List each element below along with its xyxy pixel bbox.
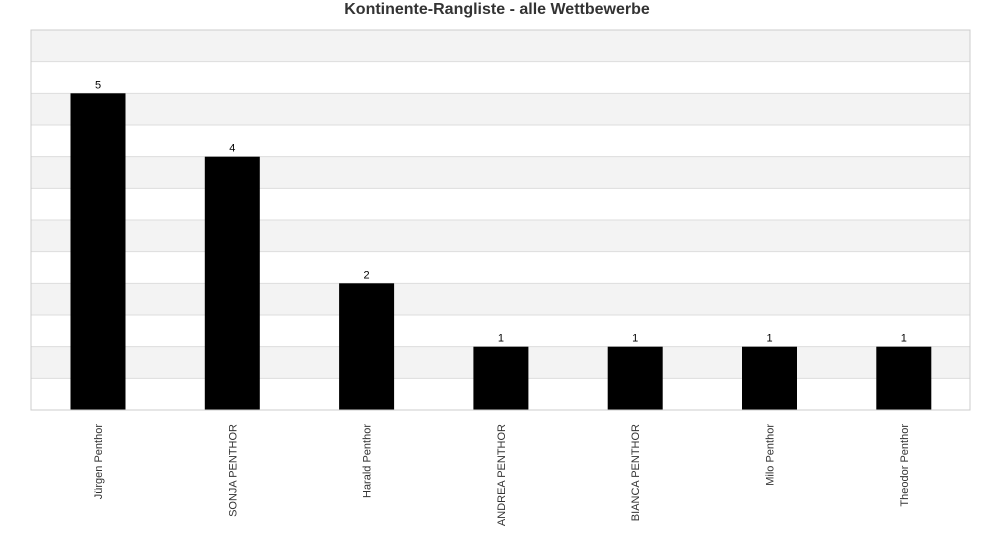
chart-title: Kontinente-Rangliste - alle Wettbewerbe [344,1,650,18]
value-labels: 5 4 2 1 1 1 1 [95,79,907,344]
grid-band [31,220,970,252]
bar [473,346,529,410]
data-label: 1 [901,333,907,345]
grid-band [31,283,970,315]
grid-band [31,156,970,189]
x-tick-label: BIANCA PENTHOR [630,424,642,521]
plot-frame [30,29,971,411]
x-tick-label: Jürgen Penthor [93,424,105,500]
grid-band [31,93,970,125]
x-tick-label: Milo Penthor [765,424,777,486]
category-labels: Jürgen Penthor SONJA PENTHOR Harald Pentho… [93,424,911,526]
bar [204,156,260,410]
bar [742,346,797,410]
grid-band [31,251,970,284]
bar [70,93,126,411]
grid-band [31,125,970,157]
grid-band [31,30,970,62]
bar-series [70,93,932,411]
data-label: 5 [95,79,101,91]
bar [339,283,395,410]
bar [876,346,932,410]
data-label: 1 [766,333,772,345]
data-label: 1 [498,333,504,345]
data-label: 2 [364,269,370,281]
x-tick-label: Theodor Penthor [899,424,911,507]
grid-band [31,188,970,220]
bar [607,346,663,410]
x-tick-label: ANDREA PENTHOR [496,424,508,526]
data-label: 4 [229,143,235,155]
data-label: 1 [632,333,638,345]
grid-band [31,315,970,347]
grid-band [31,61,970,94]
x-tick-label: SONJA PENTHOR [227,424,239,517]
x-tick-label: Harald Penthor [362,424,374,498]
